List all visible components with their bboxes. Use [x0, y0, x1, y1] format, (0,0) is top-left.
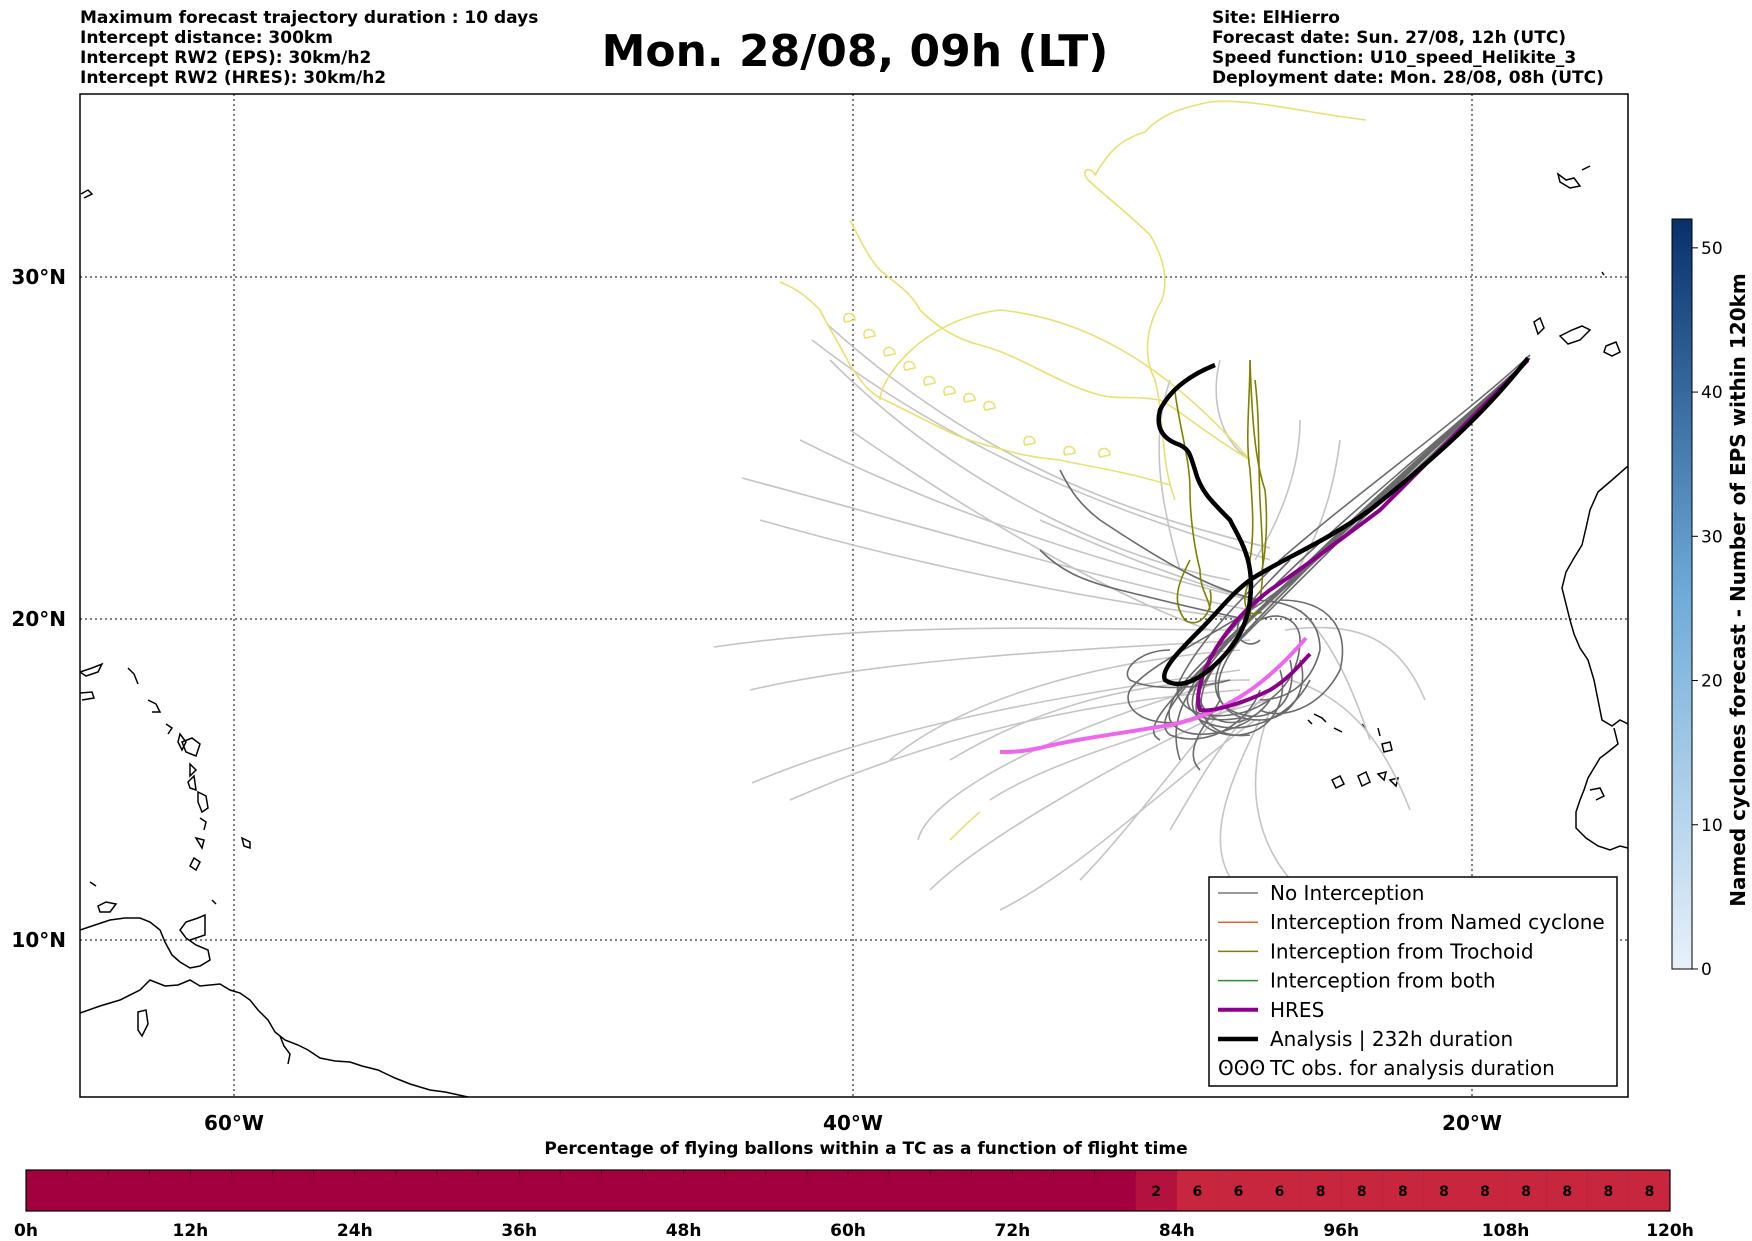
bar-cell	[1587, 1170, 1629, 1211]
header-left-line: Intercept RW2 (HRES): 30km/h2	[80, 68, 387, 88]
bar-cell	[1382, 1170, 1424, 1211]
bar-cell-value: 6	[1275, 1184, 1285, 1200]
colorbar: 0 10 20 30 40 50 Named cyclones forecast - Nu…	[1671, 218, 1750, 980]
bar-tick-label: 48h	[666, 1221, 702, 1241]
bar-tick-label: 120h	[1646, 1221, 1694, 1241]
lon-label-20w: 20°W	[1442, 1111, 1502, 1135]
bar-cell	[1628, 1170, 1670, 1211]
header-right-line: Speed function: U10_speed_Helikite_3	[1212, 48, 1577, 68]
tc-obs-symbol: ʘʘʘ	[1218, 1056, 1265, 1080]
bar-tick-label: 24h	[337, 1221, 373, 1241]
legend-label: Interception from both	[1270, 969, 1496, 993]
legend-label: Interception from Trochoid	[1270, 939, 1534, 963]
colorbar-tick-label: 30	[1701, 527, 1723, 547]
bar-cell-value: 8	[1603, 1184, 1613, 1200]
header-right-line: Site: ElHierro	[1212, 8, 1340, 28]
colorbar-gradient	[1671, 218, 1693, 970]
bar-cell-value: 6	[1192, 1184, 1202, 1200]
bar-cell-value: 8	[1645, 1184, 1655, 1200]
colorbar-tick-label: 50	[1701, 239, 1723, 259]
header-info-right: Site: ElHierro Forecast date: Sun. 27/08,…	[1212, 8, 1604, 88]
bar-cell-value: 8	[1480, 1184, 1490, 1200]
bottom-bar-title: Percentage of flying ballons within a TC…	[544, 1139, 1187, 1159]
colorbar-tick-label: 20	[1701, 672, 1723, 692]
bar-cell	[1135, 1170, 1177, 1211]
legend-label: Interception from Named cyclone	[1270, 910, 1605, 934]
colorbar-tick-label: 40	[1701, 383, 1723, 403]
colorbar-tick-label: 0	[1701, 960, 1712, 980]
coastlines	[80, 165, 1628, 1097]
bar-cell	[1546, 1170, 1588, 1211]
bar-cell	[1423, 1170, 1465, 1211]
bar-tick-label: 12h	[173, 1221, 209, 1241]
bar-tick-label: 96h	[1323, 1221, 1359, 1241]
bar-tick-label: 36h	[501, 1221, 537, 1241]
bar-cell-value: 8	[1357, 1184, 1367, 1200]
bar-cell-value: 8	[1316, 1184, 1326, 1200]
bar-cell	[1176, 1170, 1218, 1211]
bar-cell	[1341, 1170, 1383, 1211]
header-left-line: Intercept RW2 (EPS): 30km/h2	[80, 48, 372, 68]
analysis-trajectory	[1156, 356, 1530, 687]
map-legend: No Interception Interception from Named c…	[1208, 876, 1618, 1087]
bar-cell-value: 8	[1398, 1184, 1408, 1200]
hres-pink-trajectory	[999, 636, 1308, 754]
lon-label-40w: 40°W	[823, 1111, 883, 1135]
map-frame	[79, 93, 1629, 1098]
colorbar-title: Named cyclones forecast - Number of EPS …	[1726, 273, 1750, 907]
legend-label: Analysis | 232h duration	[1270, 1027, 1513, 1051]
header-right-line: Forecast date: Sun. 27/08, 12h (UTC)	[1212, 28, 1567, 48]
trochoid-yellow-trajectories	[779, 100, 1367, 841]
bar-cell-value: 8	[1521, 1184, 1531, 1200]
eps-trajectories-light	[713, 324, 1426, 911]
legend-label: TC obs. for analysis duration	[1269, 1056, 1555, 1080]
header-right-line: Deployment date: Mon. 28/08, 08h (UTC)	[1212, 68, 1604, 88]
bar-tick-label: 84h	[1159, 1221, 1195, 1241]
bar-cell	[1300, 1170, 1342, 1211]
bar-tick-label: 72h	[995, 1221, 1031, 1241]
lat-label-20n: 20°N	[11, 607, 66, 631]
bar-cell	[1259, 1170, 1301, 1211]
lat-label-30n: 30°N	[11, 265, 66, 289]
bar-cell-value: 6	[1234, 1184, 1244, 1200]
bar-tick-label: 0h	[14, 1221, 38, 1241]
colorbar-tick-label: 10	[1701, 816, 1723, 836]
map-title: Mon. 28/08, 09h (LT)	[601, 26, 1109, 77]
legend-label: HRES	[1270, 998, 1324, 1022]
bar-cell-value: 2	[1151, 1184, 1161, 1200]
bar-cell	[1505, 1170, 1547, 1211]
trochoid-interception-trajectories	[1174, 359, 1268, 624]
bar-tick-label: 60h	[830, 1221, 866, 1241]
bar-cell	[1217, 1170, 1259, 1211]
lon-label-60w: 60°W	[204, 1111, 264, 1135]
lat-label-10n: 10°N	[11, 928, 66, 952]
bar-cell-value: 8	[1439, 1184, 1449, 1200]
bar-tick-label: 108h	[1482, 1221, 1530, 1241]
bar-cell	[1464, 1170, 1506, 1211]
tc-percentage-bar: Percentage of flying ballons within a TC…	[14, 1139, 1694, 1241]
bottom-bar-frame	[25, 1169, 1671, 1212]
legend-label: No Interception	[1270, 881, 1424, 905]
header-info-left: Maximum forecast trajectory duration : 1…	[80, 8, 538, 88]
bar-cell-value: 8	[1562, 1184, 1572, 1200]
header-left-line: Intercept distance: 300km	[80, 28, 333, 48]
header-left-line: Maximum forecast trajectory duration : 1…	[80, 8, 539, 28]
legend-box	[1208, 876, 1618, 1087]
